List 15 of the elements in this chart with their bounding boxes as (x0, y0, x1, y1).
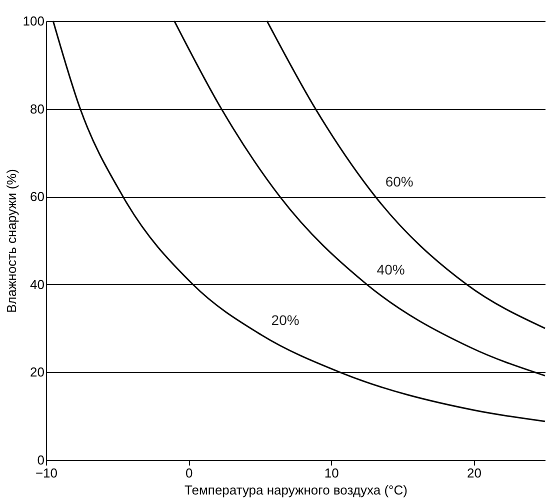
x-tick-label: 20 (466, 466, 482, 480)
series-label: 20% (271, 312, 300, 328)
x-tick-label: 10 (324, 466, 339, 480)
y-tick-label: 80 (30, 101, 44, 116)
x-tick-label: 0 (185, 466, 193, 480)
series-label: 60% (385, 174, 414, 190)
y-tick-label: 0 (37, 452, 44, 468)
y-tick-label: 40 (30, 276, 44, 292)
y-tick-label: 100 (22, 14, 44, 28)
series-label: 40% (376, 261, 405, 278)
x-axis-title: Температура наружного воздуха (°C) (184, 482, 408, 498)
y-tick-label: 60 (30, 189, 44, 204)
y-tick-label: 20 (30, 364, 44, 380)
y-axis-title: Влажность снаружи (%) (4, 169, 19, 313)
x-tick-label: −10 (35, 466, 58, 480)
